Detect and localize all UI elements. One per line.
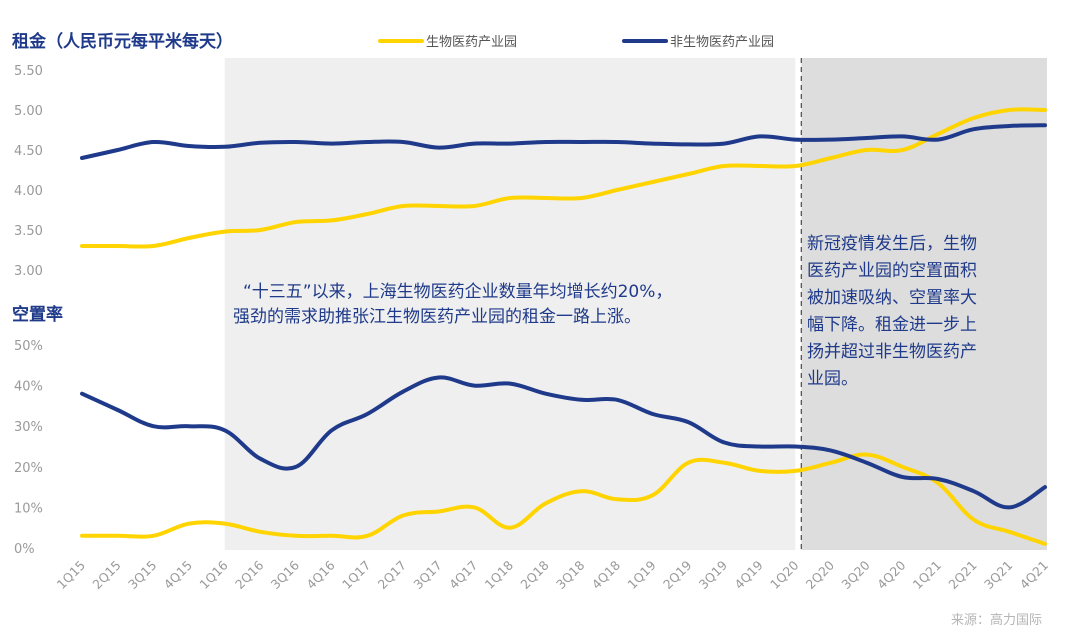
x-tick-label: 2Q15 <box>89 558 123 592</box>
vacancy-y-tick: 30% <box>14 420 43 435</box>
x-tick-label: 1Q19 <box>624 557 658 591</box>
legend-label-bio: 生物医药产业园 <box>426 35 517 50</box>
annotation-left-line-1: “十三五”以来，上海生物医药企业数量年均增长约20%， <box>243 282 672 302</box>
vacancy-y-tick: 40% <box>14 380 43 395</box>
x-tick-label: 3Q20 <box>838 557 872 591</box>
x-tick-label: 4Q17 <box>446 558 480 592</box>
vacancy-series-bio-line <box>80 452 1047 546</box>
x-tick-label: 4Q20 <box>874 557 908 591</box>
rent-y-tick: 3.00 <box>14 264 43 279</box>
x-tick-label: 3Q19 <box>696 557 730 591</box>
x-tick-label: 1Q17 <box>339 558 373 592</box>
x-tick-label: 4Q21 <box>1017 558 1051 592</box>
legend: 生物医药产业园 非生物医药产业园 <box>378 35 774 50</box>
annotation-right-line: 被加速吸纳、空置率大 <box>807 288 977 308</box>
vacancy-y-tick: 10% <box>14 501 43 516</box>
annotation-right-line: 幅下降。租金进一步上 <box>807 315 977 335</box>
x-tick-label: 3Q17 <box>410 558 444 592</box>
x-tick-label: 2Q16 <box>232 557 266 591</box>
annotation-right: 新冠疫情发生后，生物医药产业园的空置面积被加速吸纳、空置率大幅下降。租金进一步上… <box>807 234 977 389</box>
x-tick-label: 2Q21 <box>945 558 979 592</box>
annotation-right-line: 医药产业园的空置面积 <box>807 261 977 281</box>
vacancy-y-tick: 50% <box>14 339 43 354</box>
rent-y-tick: 5.50 <box>14 64 43 79</box>
legend-label-nonbio: 非生物医药产业园 <box>670 35 774 50</box>
annotation-right-line: 新冠疫情发生后，生物 <box>807 234 977 254</box>
x-tick-label: 1Q20 <box>767 557 801 591</box>
rent-y-axis: 5.50 5.00 4.50 4.00 3.50 3.00 <box>14 64 43 279</box>
shaded-period-13th-five-year <box>224 58 796 550</box>
rent-y-tick: 4.00 <box>14 184 43 199</box>
x-tick-label: 4Q16 <box>303 557 337 591</box>
annotation-right-line: 业园。 <box>807 369 858 389</box>
vacancy-axis-title: 空置率 <box>12 304 63 325</box>
vacancy-y-tick: 20% <box>14 461 43 476</box>
vacancy-y-axis: 50% 40% 30% 20% 10% 0% <box>14 339 43 557</box>
x-tick-label: 3Q15 <box>125 558 159 592</box>
x-tick-label: 3Q21 <box>981 558 1015 592</box>
series-layer <box>80 107 1047 546</box>
rent-axis-title: 租金（人民币元每平米每天） <box>12 31 233 52</box>
vacancy-series-nonbio-line <box>80 375 1047 510</box>
rent-y-tick: 5.00 <box>14 104 43 119</box>
rent-series-bio-line <box>80 107 1047 249</box>
x-tick-label: 3Q18 <box>553 557 587 591</box>
x-tick-label: 2Q17 <box>375 558 409 592</box>
x-axis: 1Q15 2Q15 3Q15 4Q15 1Q16 2Q16 3Q16 4Q16 1Q17 2Q17… <box>54 557 1051 591</box>
x-tick-label: 4Q15 <box>161 558 195 592</box>
x-tick-label: 3Q16 <box>268 557 302 591</box>
rent-series-nonbio-line <box>80 123 1047 160</box>
vacancy-y-tick: 0% <box>14 542 35 557</box>
x-tick-label: 1Q18 <box>482 557 516 591</box>
annotation-right-line: 扬并超过非生物医药产 <box>807 342 977 362</box>
x-tick-label: 2Q20 <box>803 557 837 591</box>
rent-y-tick: 3.50 <box>14 224 43 239</box>
x-tick-label: 1Q21 <box>910 558 944 592</box>
x-tick-label: 1Q15 <box>54 558 88 592</box>
x-tick-label: 2Q19 <box>660 557 694 591</box>
x-tick-label: 4Q19 <box>731 557 765 591</box>
x-tick-label: 2Q18 <box>517 557 551 591</box>
annotation-left-line-2: 强劲的需求助推张江生物医药产业园的租金一路上涨。 <box>233 307 641 327</box>
x-tick-label: 1Q16 <box>196 557 230 591</box>
rent-y-tick: 4.50 <box>14 144 43 159</box>
x-tick-label: 4Q18 <box>589 557 623 591</box>
source-note: 来源：高力国际 <box>951 612 1042 628</box>
